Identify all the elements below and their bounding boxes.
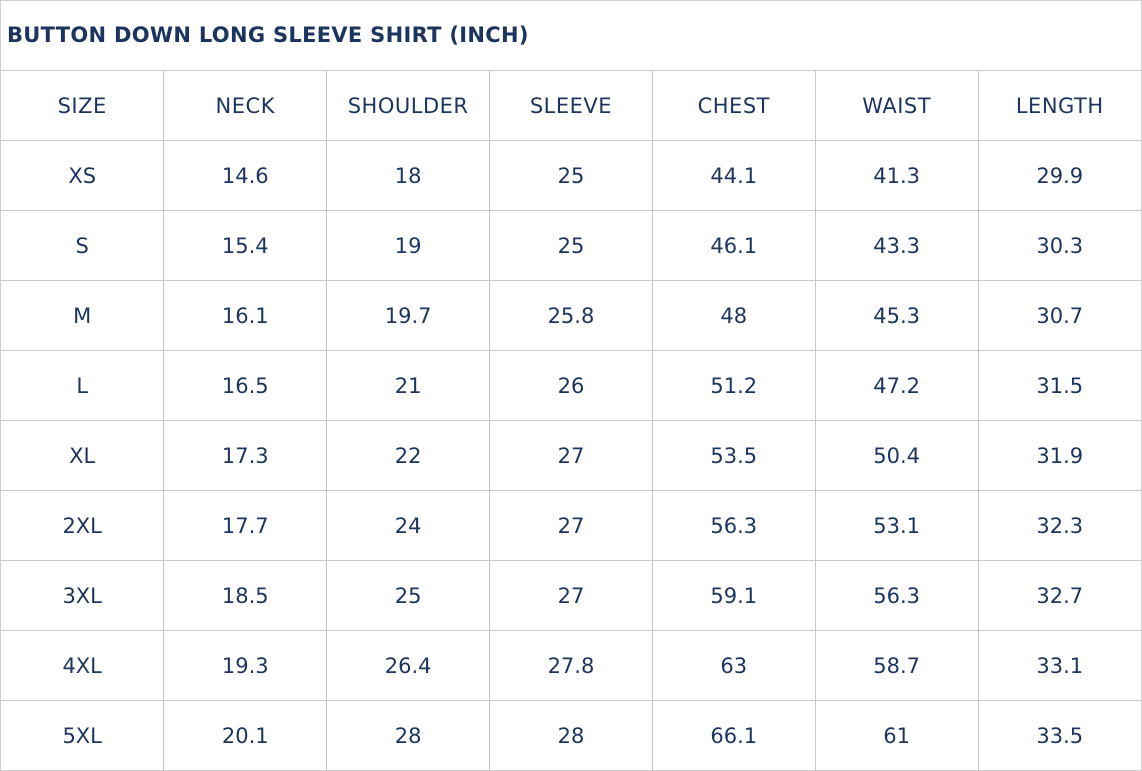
chart-title: BUTTON DOWN LONG SLEEVE SHIRT (INCH) [1, 1, 1141, 71]
table-row: XL 17.3 22 27 53.5 50.4 31.9 [1, 420, 1141, 491]
size-cell: 5XL [1, 700, 165, 770]
measurement-cell: 19.7 [326, 280, 491, 351]
column-header-length: LENGTH [977, 71, 1141, 141]
measurement-cell: 18.5 [163, 560, 328, 631]
size-table: SIZE NECK SHOULDER SLEEVE CHEST WAIST LENGTH XS… [1, 71, 1141, 770]
header-row: SIZE NECK SHOULDER SLEEVE CHEST WAIST LENGTH [1, 71, 1141, 141]
measurement-cell: 56.3 [651, 490, 816, 561]
measurement-cell: 53.1 [814, 490, 979, 561]
measurement-cell: 61 [814, 700, 979, 770]
column-header-size: SIZE [1, 71, 165, 141]
measurement-cell: 19 [326, 210, 491, 281]
measurement-cell: 27.8 [489, 630, 653, 701]
measurement-cell: 53.5 [651, 420, 816, 491]
measurement-cell: 15.4 [163, 210, 328, 281]
measurement-cell: 43.3 [814, 210, 979, 281]
table-row: 2XL 17.7 24 27 56.3 53.1 32.3 [1, 490, 1141, 561]
measurement-cell: 22 [326, 420, 491, 491]
measurement-cell: 25.8 [489, 280, 653, 351]
measurement-cell: 14.6 [163, 140, 328, 211]
measurement-cell: 44.1 [651, 140, 816, 211]
size-cell: 3XL [1, 560, 165, 631]
size-cell: L [1, 350, 165, 421]
measurement-cell: 56.3 [814, 560, 979, 631]
measurement-cell: 41.3 [814, 140, 979, 211]
size-table-body: SIZE NECK SHOULDER SLEEVE CHEST WAIST LENGTH XS… [1, 71, 1141, 770]
measurement-cell: 63 [651, 630, 816, 701]
measurement-cell: 50.4 [814, 420, 979, 491]
measurement-cell: 45.3 [814, 280, 979, 351]
column-header-waist: WAIST [814, 71, 979, 141]
column-header-shoulder: SHOULDER [326, 71, 491, 141]
measurement-cell: 27 [489, 420, 653, 491]
size-cell: XS [1, 140, 165, 211]
measurement-cell: 25 [326, 560, 491, 631]
table-row: XS 14.6 18 25 44.1 41.3 29.9 [1, 140, 1141, 211]
measurement-cell: 26 [489, 350, 653, 421]
measurement-cell: 66.1 [651, 700, 816, 770]
measurement-cell: 17.3 [163, 420, 328, 491]
measurement-cell: 30.7 [977, 280, 1141, 351]
measurement-cell: 59.1 [651, 560, 816, 631]
size-cell: M [1, 280, 165, 351]
measurement-cell: 31.5 [977, 350, 1141, 421]
column-header-sleeve: SLEEVE [489, 71, 653, 141]
size-cell: S [1, 210, 165, 281]
measurement-cell: 58.7 [814, 630, 979, 701]
measurement-cell: 47.2 [814, 350, 979, 421]
measurement-cell: 25 [489, 210, 653, 281]
column-header-neck: NECK [163, 71, 328, 141]
size-cell: XL [1, 420, 165, 491]
measurement-cell: 19.3 [163, 630, 328, 701]
table-row: 4XL 19.3 26.4 27.8 63 58.7 33.1 [1, 630, 1141, 701]
measurement-cell: 28 [489, 700, 653, 770]
measurement-cell: 30.3 [977, 210, 1141, 281]
measurement-cell: 20.1 [163, 700, 328, 770]
measurement-cell: 24 [326, 490, 491, 561]
measurement-cell: 32.3 [977, 490, 1141, 561]
measurement-cell: 25 [489, 140, 653, 211]
measurement-cell: 28 [326, 700, 491, 770]
measurement-cell: 27 [489, 560, 653, 631]
measurement-cell: 18 [326, 140, 491, 211]
measurement-cell: 16.1 [163, 280, 328, 351]
table-row: L 16.5 21 26 51.2 47.2 31.5 [1, 350, 1141, 421]
measurement-cell: 17.7 [163, 490, 328, 561]
column-header-chest: CHEST [651, 71, 816, 141]
measurement-cell: 33.1 [977, 630, 1141, 701]
table-row: M 16.1 19.7 25.8 48 45.3 30.7 [1, 280, 1141, 351]
measurement-cell: 21 [326, 350, 491, 421]
measurement-cell: 32.7 [977, 560, 1141, 631]
measurement-cell: 27 [489, 490, 653, 561]
table-row: 3XL 18.5 25 27 59.1 56.3 32.7 [1, 560, 1141, 631]
measurement-cell: 51.2 [651, 350, 816, 421]
measurement-cell: 16.5 [163, 350, 328, 421]
table-row: 5XL 20.1 28 28 66.1 61 33.5 [1, 700, 1141, 770]
size-cell: 4XL [1, 630, 165, 701]
measurement-cell: 33.5 [977, 700, 1141, 770]
measurement-cell: 46.1 [651, 210, 816, 281]
measurement-cell: 29.9 [977, 140, 1141, 211]
measurement-cell: 26.4 [326, 630, 491, 701]
size-cell: 2XL [1, 490, 165, 561]
table-row: S 15.4 19 25 46.1 43.3 30.3 [1, 210, 1141, 281]
measurement-cell: 31.9 [977, 420, 1141, 491]
measurement-cell: 48 [651, 280, 816, 351]
